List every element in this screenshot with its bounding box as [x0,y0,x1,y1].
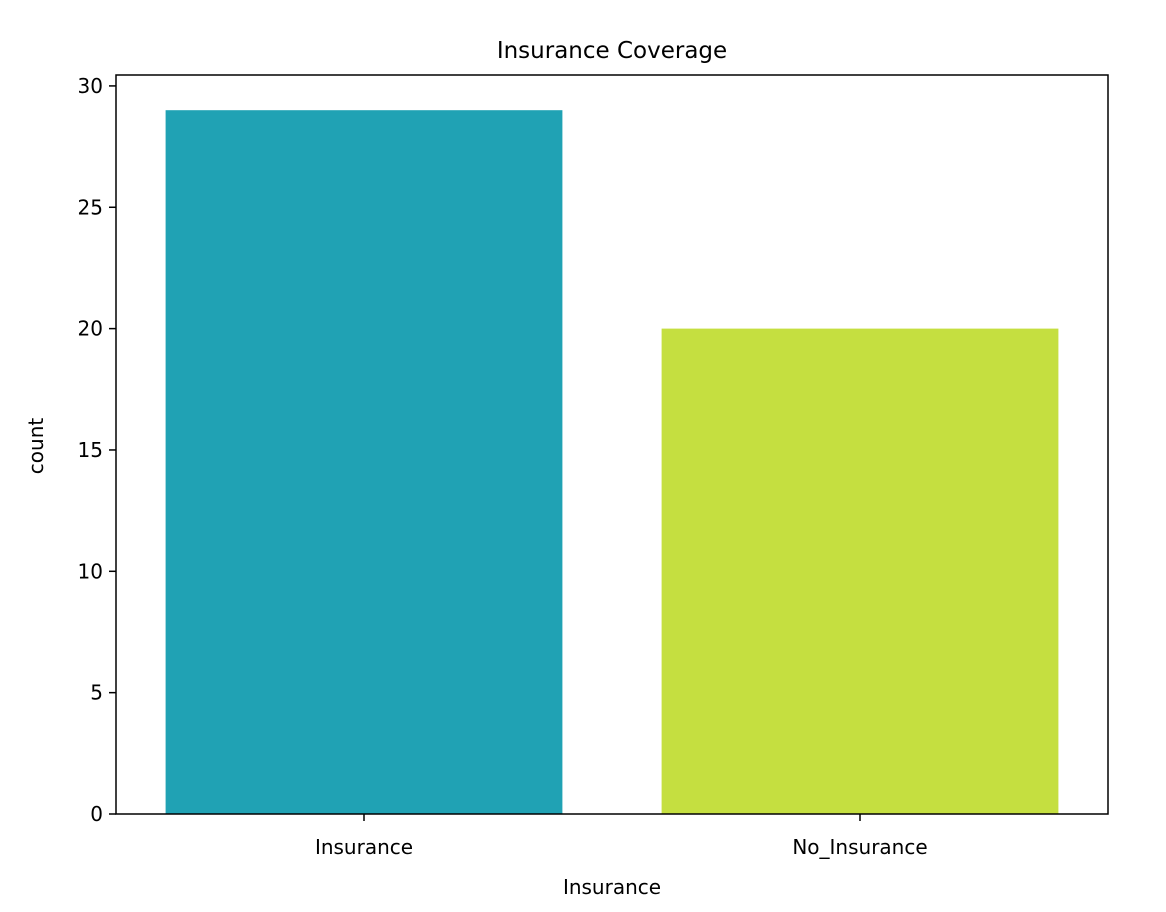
y-tick-label: 0 [90,802,103,826]
y-axis-ticks: 0 5 10 15 20 25 30 [78,74,116,826]
x-axis-ticks: Insurance No_Insurance [315,814,928,859]
bars-group [165,110,1059,814]
y-tick-label: 20 [78,317,103,341]
y-tick-label: 15 [78,438,103,462]
plot-frame [115,74,1109,815]
y-tick-label: 10 [78,559,103,583]
bar-insurance [165,110,563,814]
x-axis-label: Insurance [563,875,661,899]
y-axis-label: count [24,418,48,475]
x-tick-label: No_Insurance [792,835,927,859]
chart-title: Insurance Coverage [497,38,727,64]
bar-no-insurance [661,328,1059,814]
x-tick-label: Insurance [315,835,413,859]
y-tick-label: 5 [90,681,103,705]
y-tick-label: 30 [78,74,103,98]
y-tick-label: 25 [78,195,103,219]
